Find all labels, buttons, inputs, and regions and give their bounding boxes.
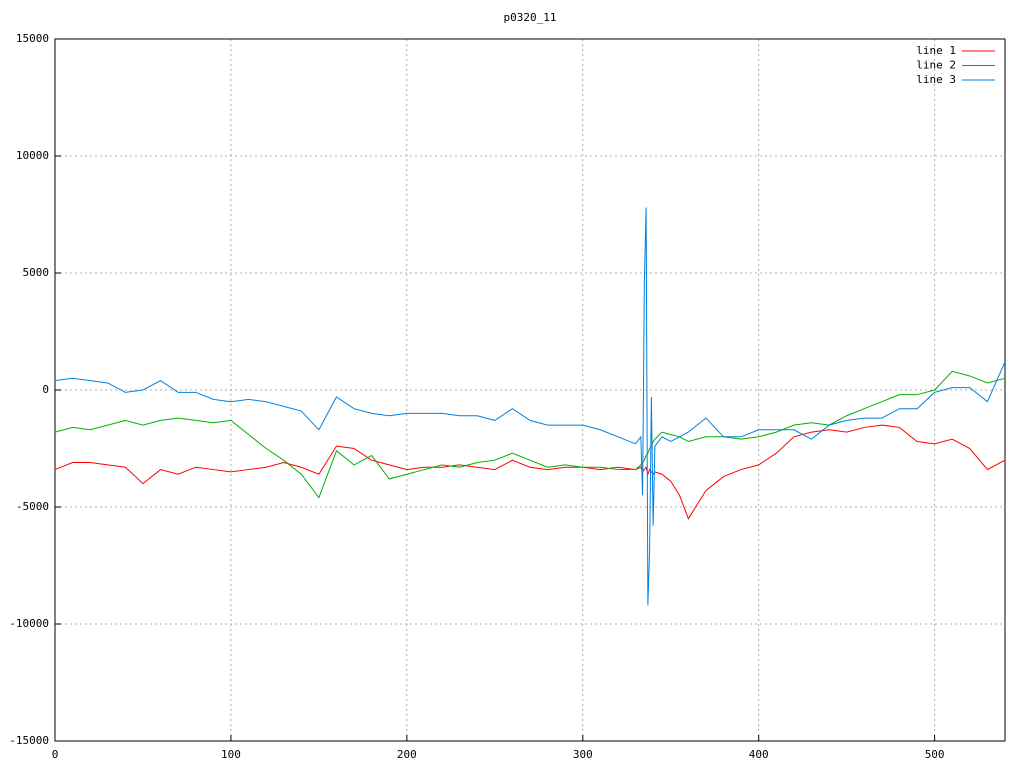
series-line (54, 207, 1006, 606)
y-tick-label: 10000 (16, 149, 49, 162)
series-line (54, 424, 1006, 520)
x-tick-label: 100 (221, 748, 241, 761)
x-tick-label: 200 (397, 748, 417, 761)
x-tick-label: 400 (749, 748, 769, 761)
x-tick-label: 0 (52, 748, 59, 761)
legend-label: line 3 (916, 73, 956, 86)
y-tick-label: 5000 (23, 266, 50, 279)
y-tick-label: -10000 (9, 617, 49, 630)
legend-label: line 2 (916, 59, 956, 72)
y-tick-label: 15000 (16, 32, 49, 45)
y-tick-label: -5000 (16, 500, 49, 513)
y-tick-label: 0 (42, 383, 49, 396)
y-tick-label: -15000 (9, 734, 49, 747)
plot-frame (54, 38, 1006, 742)
chart-title: p0320_11 (504, 11, 557, 24)
legend-label: line 1 (916, 44, 956, 57)
x-tick-label: 300 (573, 748, 593, 761)
x-tick-label: 500 (925, 748, 945, 761)
series-line (54, 370, 1006, 499)
